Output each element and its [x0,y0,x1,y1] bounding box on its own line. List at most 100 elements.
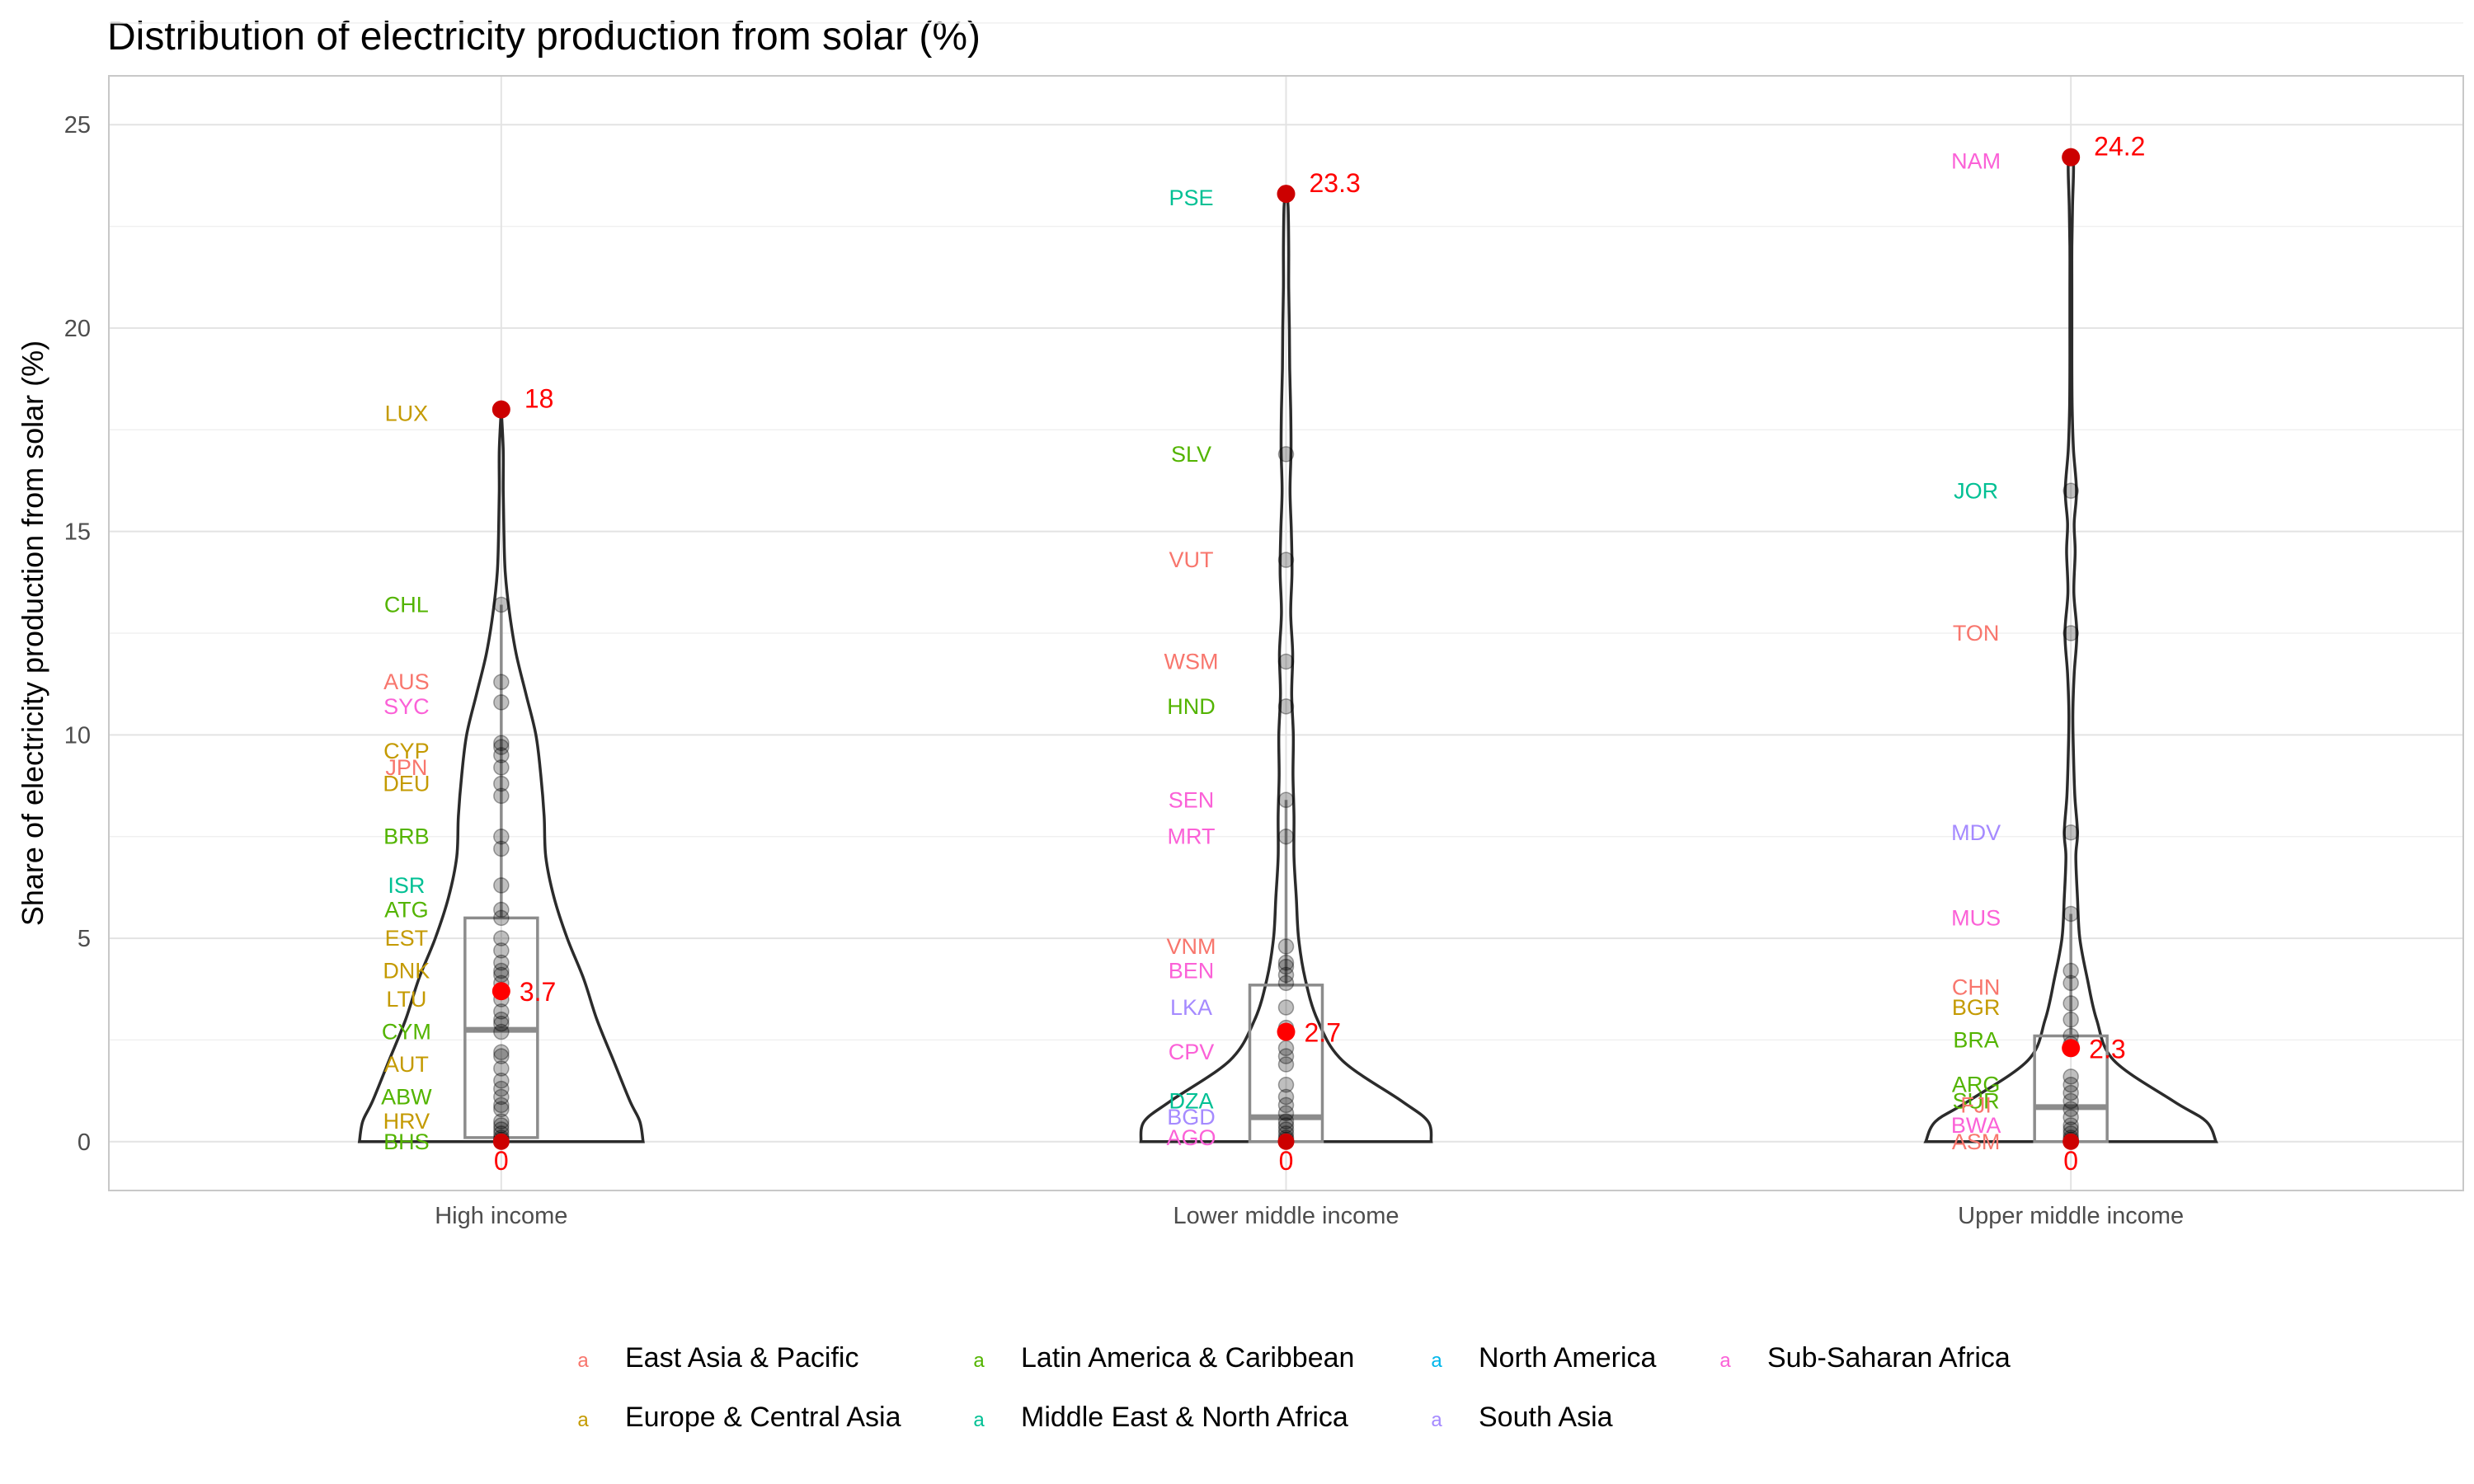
data-point [2062,995,2079,1012]
max-value-label: 23.3 [1310,168,1361,198]
data-point [493,739,510,755]
country-label: SLV [1171,442,1211,467]
data-point [1277,698,1295,715]
data-point [493,1097,510,1114]
max-marker [1277,185,1296,204]
data-point [493,828,510,845]
data-point [1277,999,1295,1016]
data-point [1277,1076,1295,1093]
data-point [493,954,510,971]
country-label: MDV [1951,820,2001,845]
data-point [2062,482,2079,500]
country-label: ASM [1952,1129,2001,1154]
country-label: BRB [383,824,430,849]
data-point [493,901,510,918]
legend-key-glyph: a [1431,1409,1442,1431]
country-label: VUT [1169,547,1214,572]
country-label: BEN [1169,959,1215,984]
legend-key-glyph: a [577,1409,589,1431]
mean-value-label: 2.3 [2089,1034,2125,1064]
x-tick-label: Lower middle income [1173,1203,1399,1229]
mean-marker [492,982,510,1001]
data-point [2062,625,2079,641]
legend-label: South Asia [1479,1402,1613,1433]
country-label: AGO [1166,1125,1216,1150]
data-point [493,1117,510,1134]
data-point [2062,1092,2079,1110]
country-label: ISR [388,873,425,898]
min-marker [1277,1133,1295,1150]
country-label: BGR [1952,995,2001,1020]
legend-key-glyph: a [1719,1350,1731,1372]
legend-key-glyph: a [1431,1350,1442,1372]
country-label: HND [1167,694,1216,719]
data-point [2062,962,2079,979]
country-label: LTU [386,987,426,1012]
country-label: NAM [1951,149,2001,174]
country-label: DNK [383,959,430,984]
country-label: EST [385,926,429,951]
min-value-label: 0 [494,1146,509,1176]
x-tick-label: Upper middle income [1958,1203,2184,1229]
data-point [1277,1056,1295,1073]
max-marker [2062,148,2081,167]
country-label: SYC [383,694,430,719]
data-point [1277,1097,1295,1114]
y-tick-label: 15 [64,519,91,546]
data-point [2062,1084,2079,1101]
x-axis-ticks: High income Lower middle income Upper midd… [435,1203,2184,1229]
data-point [1277,552,1295,568]
max-value-label: 24.2 [2094,132,2145,162]
data-point [1277,1117,1295,1134]
x-tick-label: High income [435,1203,567,1229]
data-point [493,759,510,776]
data-point [2062,974,2079,992]
data-point [493,909,510,927]
data-point [493,1101,510,1118]
data-point [493,775,510,792]
mean-marker [1277,1022,1296,1041]
legend-label: Sub-Saharan Africa [1767,1342,2011,1374]
data-point [2062,1117,2079,1134]
data-point [1277,1048,1295,1064]
y-tick-label: 0 [78,1129,91,1156]
min-value-label: 0 [2063,1146,2078,1176]
y-tick-label: 20 [64,316,91,342]
data-point [493,1044,510,1060]
country-label: ABW [381,1085,432,1110]
panel-border [108,75,2464,1191]
data-point [1277,954,1295,971]
country-label: CPV [1169,1040,1215,1064]
data-point [493,1073,510,1089]
y-tick-label: 25 [64,112,91,139]
data-point [493,1023,510,1040]
data-point [493,1015,510,1032]
country-label: MRT [1168,824,1216,849]
data-point [1277,446,1295,463]
data-point [493,1088,510,1106]
data-point [493,1113,510,1129]
data-point [493,1060,510,1077]
data-point [493,1048,510,1064]
country-label: SEN [1169,787,1215,812]
data-point [2062,1101,2079,1118]
country-label: CHL [384,592,429,617]
mean-value-label: 2.7 [1305,1018,1341,1048]
data-point [493,735,510,751]
country-label: BRA [1953,1027,1999,1052]
country-label: JOR [1954,478,1998,503]
data-point [2062,1076,2079,1093]
country-label: LUX [385,402,429,426]
violins [357,153,2218,1144]
data-point [2062,1012,2079,1028]
legend-label: East Asia & Pacific [625,1342,858,1374]
data-point [493,962,510,979]
data-point [493,1012,510,1028]
country-label: ATG [384,898,429,923]
country-label: CYP [383,739,430,763]
data-point [1277,653,1295,670]
country-label: AUS [383,669,430,694]
data-point [1277,958,1295,975]
